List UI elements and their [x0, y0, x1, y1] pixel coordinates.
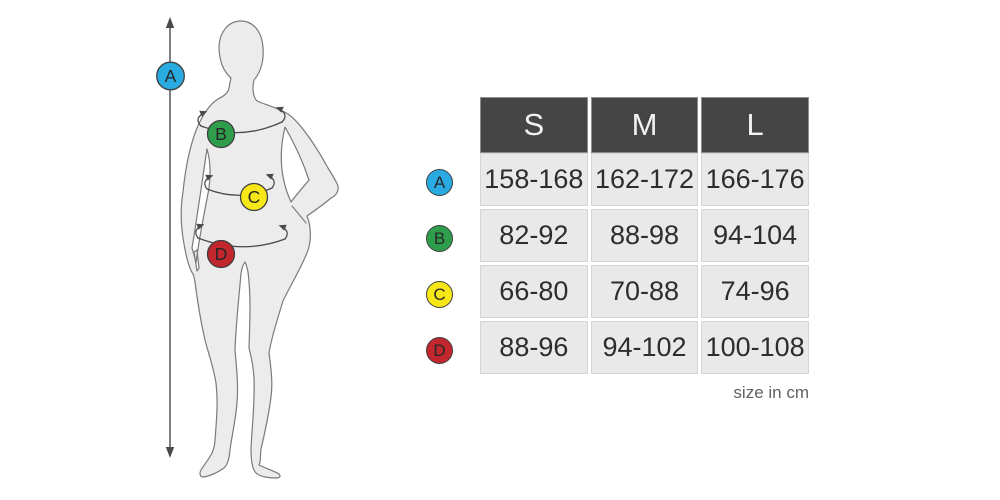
- svg-text:B: B: [215, 124, 227, 144]
- cell-d-s: 88-96: [480, 321, 588, 374]
- body-silhouette: [180, 20, 339, 479]
- column-header-l: L: [701, 97, 809, 153]
- cell-d-m: 94-102: [590, 321, 699, 374]
- units-note: size in cm: [733, 383, 809, 402]
- column-header-m: M: [590, 97, 699, 153]
- height-arrow: [165, 17, 175, 458]
- cell-b-s: 82-92: [480, 209, 588, 262]
- svg-text:D: D: [215, 244, 228, 264]
- arrow-down-icon: [165, 447, 175, 458]
- cell-a-l: 166-176: [701, 153, 809, 206]
- cell-d-l: 100-108: [701, 321, 809, 374]
- cell-c-s: 66-80: [480, 265, 588, 318]
- table-badge-d: D: [426, 337, 453, 364]
- hand-hip-line: [291, 205, 307, 224]
- cell-a-s: 158-168: [480, 153, 588, 206]
- cell-b-m: 88-98: [590, 209, 699, 262]
- figure-badge-c: C: [239, 182, 269, 212]
- hip-measure-line: [195, 223, 288, 248]
- table-badge-a: A: [426, 169, 453, 196]
- column-header-s: S: [480, 97, 588, 153]
- cell-c-m: 70-88: [590, 265, 699, 318]
- table-badge-b: B: [426, 225, 453, 252]
- table-badge-c: C: [426, 281, 453, 308]
- svg-text:C: C: [248, 187, 261, 207]
- size-grid: S M L 158-168 162-172 166-176 82-92 88-9…: [480, 97, 809, 374]
- svg-text:A: A: [165, 66, 177, 86]
- figure-badge-b: B: [206, 119, 236, 149]
- size-table: A B C D S M L 158-168 162-172 166-176 82…: [426, 97, 809, 403]
- cell-c-l: 74-96: [701, 265, 809, 318]
- cell-a-m: 162-172: [590, 153, 699, 206]
- arrow-up-icon: [165, 17, 175, 28]
- figure-badge-a: A: [156, 61, 185, 91]
- cell-b-l: 94-104: [701, 209, 809, 262]
- figure-badge-d: D: [206, 239, 236, 269]
